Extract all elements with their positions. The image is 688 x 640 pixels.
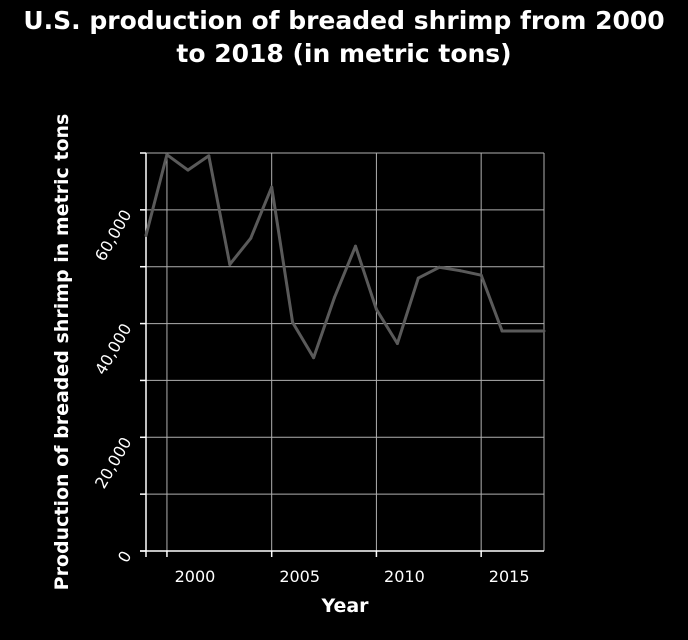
y-tick-label: 0 <box>114 548 136 566</box>
x-tick-label: 2005 <box>279 567 320 586</box>
y-tick-label: 20,000 <box>91 434 135 492</box>
y-tick-label: 40,000 <box>91 320 135 378</box>
chart-title-line-1: U.S. production of breaded shrimp from 2… <box>23 6 665 35</box>
chart-title: U.S. production of breaded shrimp from 2… <box>0 4 688 70</box>
data-point <box>521 329 525 333</box>
y-tick-label: 60,000 <box>91 206 135 264</box>
data-point <box>249 236 253 240</box>
data-point <box>228 262 232 266</box>
tick-labels: 0 20,000 40,000 60,000 2000 2005 2010 2015 <box>91 206 529 586</box>
data-point <box>395 341 399 345</box>
data-point <box>165 153 169 157</box>
axes <box>140 152 544 557</box>
data-point <box>291 320 295 324</box>
x-tick-label: 2015 <box>489 567 530 586</box>
data-point <box>186 168 190 172</box>
data-point <box>312 356 316 360</box>
data-point <box>144 233 148 237</box>
data-point <box>207 154 211 158</box>
series-layer <box>144 153 546 360</box>
data-point <box>333 295 337 299</box>
grid <box>146 152 545 552</box>
data-point <box>437 265 441 269</box>
y-axis-label: Production of breaded shrimp in metric t… <box>51 114 73 591</box>
chart-title-line-2: to 2018 (in metric tons) <box>176 39 512 68</box>
data-point <box>500 329 504 333</box>
data-point <box>458 269 462 273</box>
data-point <box>479 273 483 277</box>
x-axis-label: Year <box>320 595 369 617</box>
data-point <box>416 276 420 280</box>
data-point <box>270 185 274 189</box>
x-tick-label: 2010 <box>384 567 425 586</box>
data-point <box>374 307 378 311</box>
series-line <box>144 153 544 360</box>
data-point <box>353 244 357 248</box>
x-tick-label: 2000 <box>175 567 216 586</box>
data-point <box>542 329 546 333</box>
